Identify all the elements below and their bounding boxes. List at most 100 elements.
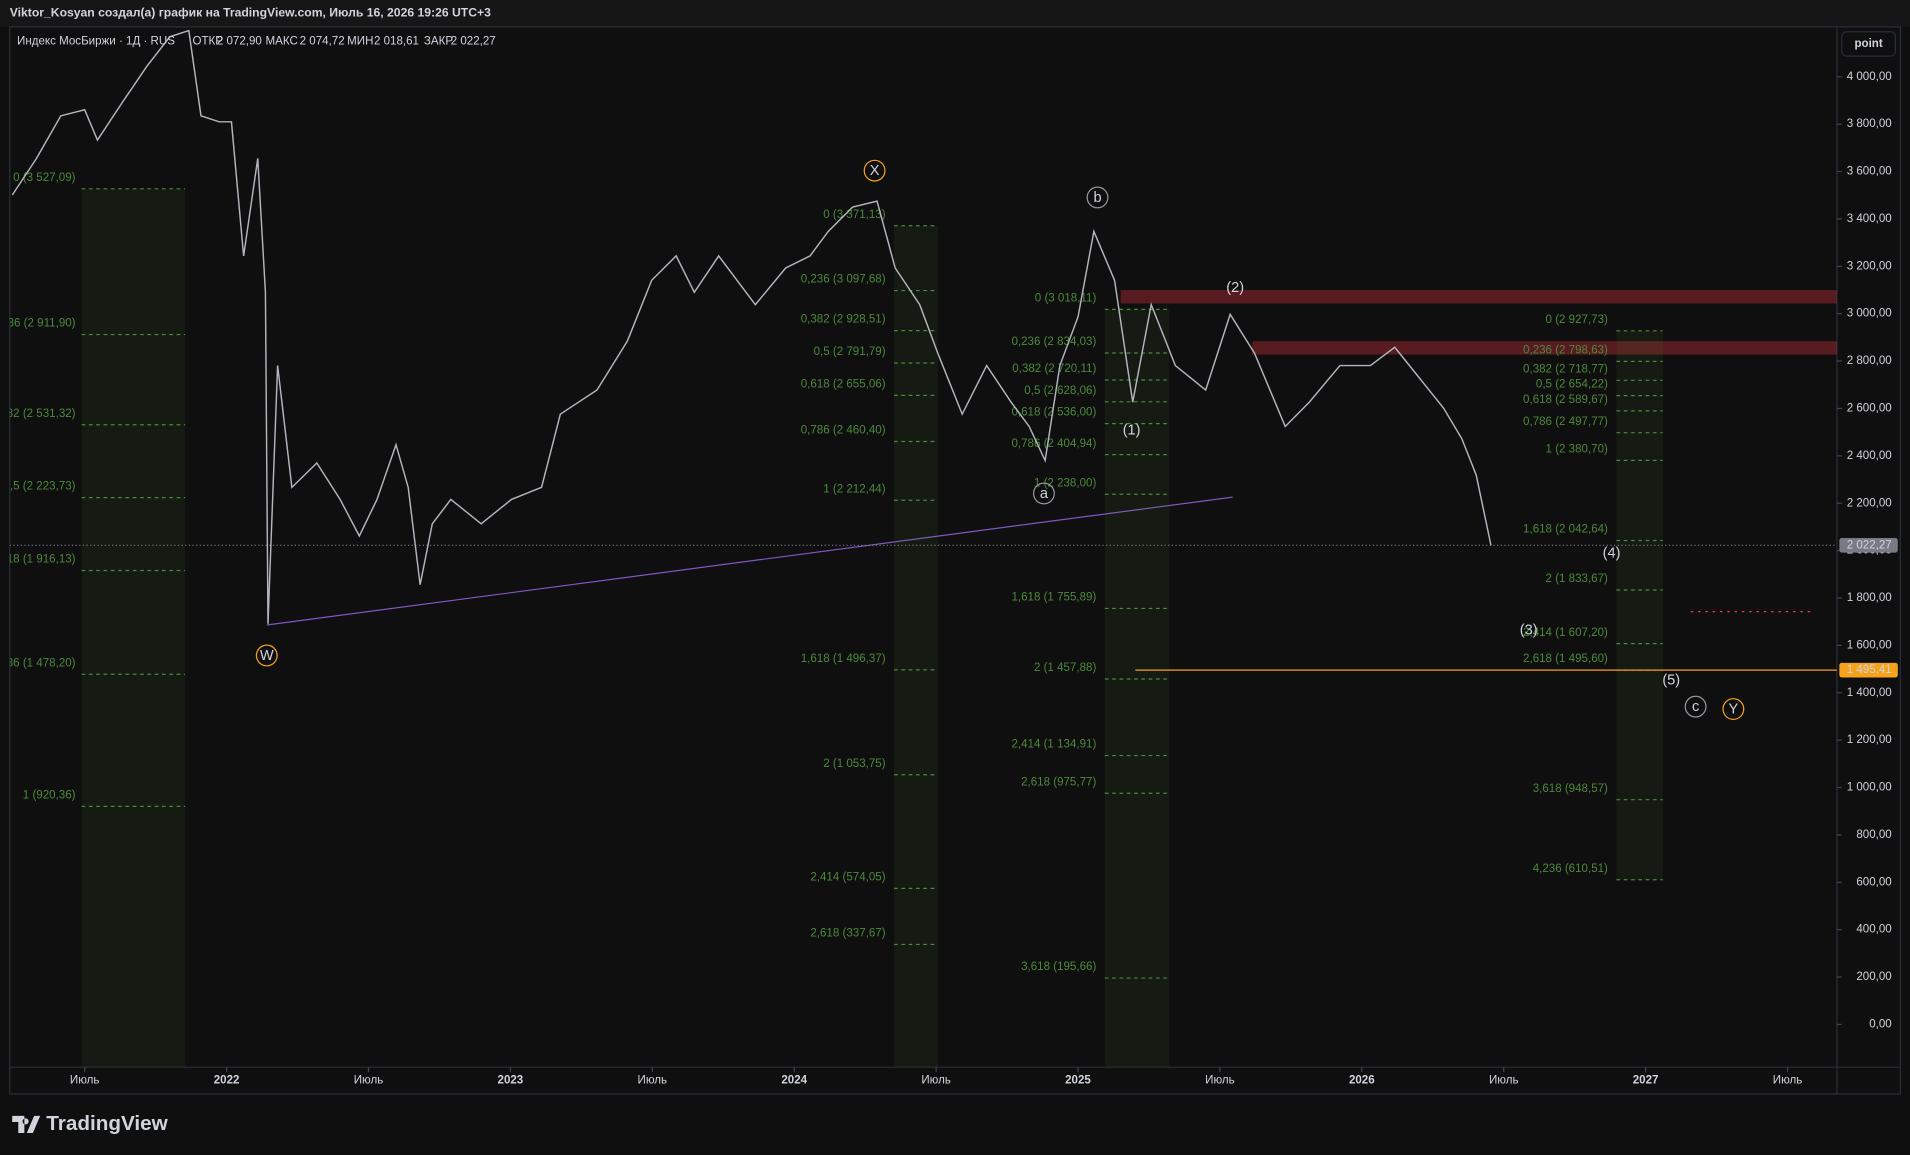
fib-label: 0 (3 527,09) <box>13 172 76 184</box>
ohlc-name: ОТКР <box>192 36 223 48</box>
price-line-series <box>11 29 1492 624</box>
fib-label: 2 (1 457,88) <box>1034 662 1097 674</box>
fib-label: 0,236 (2 798,63) <box>1523 344 1608 356</box>
price-tag-label: 1 495,41 <box>1847 664 1892 676</box>
x-tick-label: Июль <box>1773 1075 1802 1087</box>
y-tick-label: 0,00 <box>1869 1018 1892 1030</box>
fib-label: 0,786 (2 497,77) <box>1523 416 1608 428</box>
ohlc-value: 2 072,90 <box>217 36 262 48</box>
wave-label: (3) <box>1520 622 1538 638</box>
trend-line <box>266 496 1233 626</box>
ohlc-name: МИН <box>347 36 373 48</box>
fib-label: 2,618 (1 495,60) <box>1523 653 1608 665</box>
wave-label: (5) <box>1662 672 1680 688</box>
y-tick-label: 800,00 <box>1856 829 1891 841</box>
plot-area: 0 (3 527,09) 0,236 (2 911,90) 0,382 (2 531… <box>0 29 1837 1068</box>
y-tick-label: 1 600,00 <box>1847 639 1892 651</box>
fib-label: 0,5 (2 654,22) <box>1536 379 1608 391</box>
y-tick-label: 1 000,00 <box>1847 782 1892 794</box>
fib-label: 0,382 (2 720,11) <box>1012 363 1096 375</box>
wave-circle <box>1722 698 1745 721</box>
fib-label: 0,618 (2 655,06) <box>801 379 886 391</box>
resistance-zone <box>1120 290 1837 304</box>
fib-label: 4,236 (610,51) <box>1533 863 1608 875</box>
fib-label: 0,786 (2 404,94) <box>1011 438 1096 450</box>
x-tick-label: 2023 <box>498 1075 524 1087</box>
y-tick-label: 3 200,00 <box>1847 260 1892 272</box>
header-title: Viktor_Kosyan создал(а) график на Tradin… <box>10 6 491 20</box>
symbol: Индекс МосБиржи · 1Д · RUS <box>17 36 175 48</box>
tv-logo: TradingView <box>12 1112 169 1135</box>
x-tick-label: 2022 <box>214 1075 240 1087</box>
y-tick-label: 3 800,00 <box>1847 118 1892 130</box>
fib-label: 2,414 (1 134,91) <box>1011 739 1096 751</box>
wave-label: Y <box>1728 702 1738 718</box>
y-tick-label: 600,00 <box>1856 876 1891 888</box>
header-bar <box>0 0 1910 27</box>
y-tick-label: 3 400,00 <box>1847 213 1892 225</box>
fib-label: 0,236 (2 834,03) <box>1011 336 1096 348</box>
fib-label: 2,618 (975,77) <box>1021 776 1096 788</box>
x-tick-label: Июль <box>354 1075 384 1087</box>
wave-label: a <box>1040 486 1049 502</box>
wave-circle <box>1684 695 1707 718</box>
ohlc-name: МАКС <box>266 36 298 48</box>
fib-label: 1 (2 212,44) <box>823 483 886 495</box>
fib-label: 2,618 (337,67) <box>810 928 885 940</box>
x-tick-label: Июль <box>70 1075 99 1087</box>
price-tag-label: 2 022,27 <box>1847 539 1892 551</box>
x-tick-label: Июль <box>638 1075 667 1087</box>
fib-label: 0,236 (2 911,90) <box>0 318 76 330</box>
wave-circle <box>255 644 278 667</box>
y-tick-label: 3 600,00 <box>1847 166 1892 178</box>
y-tick-label: 1 200,00 <box>1847 734 1892 746</box>
fib-label: 0 (3 371,13) <box>823 209 886 221</box>
y-tick-label: 2 800,00 <box>1847 355 1892 367</box>
fib-label: 1,618 (2 042,64) <box>1523 524 1608 536</box>
fib-label: 0,382 (2 718,77) <box>1523 363 1608 375</box>
fib-label: 1,618 (1 755,89) <box>1011 592 1096 604</box>
fib-label: 0,618 (1 916,13) <box>0 554 76 566</box>
fib-label: 2 (1 833,67) <box>1546 573 1609 585</box>
fib-label: 1 (2 238,00) <box>1034 477 1097 489</box>
fib-label: 1,618 (1 496,37) <box>801 653 886 665</box>
y-tick-label: 4 000,00 <box>1847 71 1892 83</box>
fib-label: 2 (1 053,75) <box>823 758 886 770</box>
fib-label: 0,5 (2 791,79) <box>814 346 886 358</box>
fib-label: 3,618 (948,57) <box>1533 783 1608 795</box>
fib-label: 1 (920,36) <box>23 789 76 801</box>
fib-label: 0,5 (2 628,06) <box>1024 385 1096 397</box>
fib-label: 0,236 (3 097,68) <box>801 274 886 286</box>
fib-label: 2,414 (574,05) <box>810 872 885 884</box>
wave-label: c <box>1692 699 1699 715</box>
wave-label: (4) <box>1603 546 1621 562</box>
y-tick-label: 400,00 <box>1856 924 1891 936</box>
logo-icon <box>12 1115 41 1133</box>
y-tick-label: 3 000,00 <box>1847 308 1892 320</box>
ohlc-value: 2 018,61 <box>374 36 419 48</box>
x-tick-label: 2027 <box>1633 1075 1659 1087</box>
y-tick-label: 1 800,00 <box>1847 592 1892 604</box>
logo-text: TradingView <box>46 1112 168 1135</box>
x-tick-label: 2024 <box>781 1075 807 1087</box>
fib-zone <box>894 225 938 1068</box>
point-button[interactable] <box>1841 31 1896 57</box>
wave-circle <box>1032 482 1055 505</box>
fib-zone <box>1616 330 1663 880</box>
ohlc-name: ЗАКР <box>424 36 453 48</box>
fib-label: 0 (3 018,11) <box>1035 293 1097 305</box>
ohlc-value: 2 022,27 <box>451 36 496 48</box>
y-tick-label: 2 600,00 <box>1847 403 1892 415</box>
y-tick-label: 1 400,00 <box>1847 687 1892 699</box>
wave-circle <box>863 159 886 182</box>
fib-zone <box>1104 309 1170 1068</box>
point-button-label[interactable]: point <box>1854 38 1882 50</box>
fib-label: 1 (2 380,70) <box>1546 444 1609 456</box>
fib-label: 2,414 (1 607,20) <box>1523 627 1608 639</box>
wave-label: (2) <box>1226 280 1244 296</box>
wave-label: X <box>870 163 880 179</box>
